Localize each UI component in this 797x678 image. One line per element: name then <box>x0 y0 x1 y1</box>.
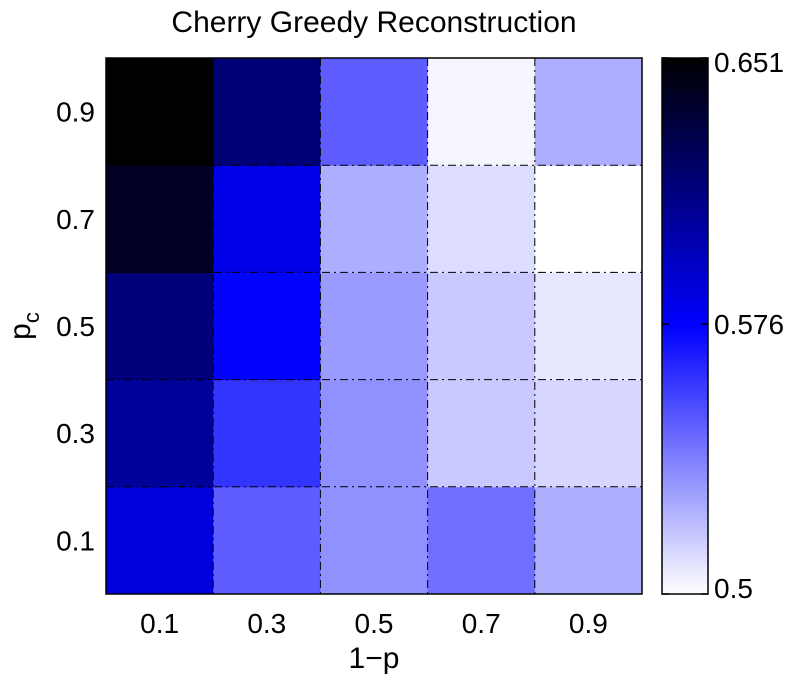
heatmap-cell <box>427 272 536 381</box>
heatmap-cell <box>320 58 429 166</box>
heatmap-cell <box>427 379 536 488</box>
heatmap-cell <box>320 486 429 595</box>
y-axis-label-base: p <box>4 323 37 340</box>
heatmap-cell <box>320 379 429 488</box>
heatmap-cell <box>427 486 536 595</box>
colorbar-tick-label: 0.576 <box>714 309 784 340</box>
colorbar-ticks: 0.5 0.576 0.651 <box>662 47 784 604</box>
x-tick-label: 0.5 <box>355 608 394 639</box>
x-tick-label: 0.7 <box>462 608 501 639</box>
x-axis-ticks: 0.1 0.3 0.5 0.7 0.9 <box>140 608 608 639</box>
heatmap-cell <box>106 165 214 273</box>
x-tick-label: 0.3 <box>247 608 286 639</box>
heatmap-cell <box>320 272 429 381</box>
heatmap-cells <box>106 58 643 595</box>
plot-frame <box>105 57 643 595</box>
heatmap-cell <box>213 165 321 273</box>
x-tick-label: 0.9 <box>569 608 608 639</box>
y-axis-label-subscript: c <box>19 312 44 323</box>
heatmap-cell <box>106 272 214 381</box>
colorbar-tick-label: 0.5 <box>714 573 753 604</box>
heatmap-cell <box>534 486 643 595</box>
chart-title: Cherry Greedy Reconstruction <box>171 6 576 39</box>
heatmap-cell <box>213 58 321 166</box>
heatmap-cell <box>534 379 643 488</box>
x-axis-label: 1−p <box>349 642 400 675</box>
heatmap-cell <box>427 58 536 166</box>
heatmap-cell <box>106 486 214 595</box>
heatmap-cell <box>534 58 643 166</box>
colorbar <box>661 57 709 595</box>
heatmap-cell <box>534 272 643 381</box>
heatmap-cell <box>534 165 643 273</box>
y-tick-label: 0.1 <box>56 525 95 556</box>
x-tick-label: 0.1 <box>140 608 179 639</box>
y-tick-label: 0.3 <box>56 418 95 449</box>
heatmap-cell <box>106 58 214 166</box>
y-axis-ticks: 0.1 0.3 0.5 0.7 0.9 <box>56 97 95 557</box>
heatmap-cell <box>213 379 321 488</box>
y-tick-label: 0.5 <box>56 311 95 342</box>
heatmap-cell <box>213 486 321 595</box>
heatmap-cell <box>213 272 321 381</box>
colorbar-tick-label: 0.651 <box>714 47 784 78</box>
y-tick-label: 0.7 <box>56 204 95 235</box>
heatmap-cell <box>106 379 214 488</box>
heatmap-cell <box>427 165 536 273</box>
y-tick-label: 0.9 <box>56 97 95 128</box>
y-axis-label: pc <box>4 312 44 340</box>
heatmap-cell <box>320 165 429 273</box>
